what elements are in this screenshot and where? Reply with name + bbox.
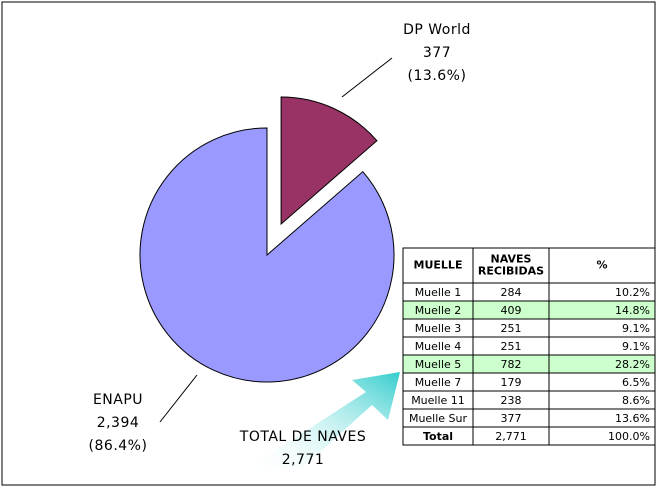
slice-percent: (13.6%) bbox=[408, 68, 467, 84]
slice-value: 377 bbox=[423, 45, 451, 61]
leader-line bbox=[341, 57, 393, 98]
table-row bbox=[402, 426, 656, 446]
cell-text: Muelle Sur bbox=[409, 412, 468, 425]
table: MUELLE NAVES RECIBIDAS % Muelle 1 284 10.2% Mue… bbox=[402, 247, 656, 446]
cell-text: 782 bbox=[501, 358, 522, 371]
cell-text: 2,771 bbox=[495, 430, 527, 443]
cell-text: 6.5% bbox=[622, 376, 650, 389]
cell-text: 8.6% bbox=[622, 394, 650, 407]
cell-text: Muelle 4 bbox=[415, 340, 462, 353]
cell-text: 251 bbox=[501, 322, 522, 335]
slice-name: DP World bbox=[403, 22, 471, 38]
header-text: % bbox=[596, 259, 607, 272]
arrow bbox=[245, 372, 400, 470]
cell-text: Muelle 11 bbox=[411, 394, 465, 407]
cell-text: 238 bbox=[501, 394, 522, 407]
slice-name: ENAPU bbox=[93, 392, 143, 408]
cell-text: Total bbox=[423, 430, 453, 443]
pie-slice bbox=[139, 127, 395, 383]
slice-percent: (86.4%) bbox=[89, 438, 148, 454]
cell-text: 179 bbox=[501, 376, 522, 389]
cell-text: Muelle 7 bbox=[415, 376, 462, 389]
cell-text: Muelle 1 bbox=[415, 286, 462, 299]
cell-text: 13.6% bbox=[615, 412, 650, 425]
header-text: MUELLE bbox=[414, 259, 463, 272]
cell-text: 284 bbox=[501, 286, 522, 299]
cell-text: 409 bbox=[501, 304, 522, 317]
cell-text: Muelle 5 bbox=[415, 358, 462, 371]
cell-text: Muelle 3 bbox=[415, 322, 462, 335]
cell-text: 28.2% bbox=[615, 358, 650, 371]
cell-text: 100.0% bbox=[608, 430, 650, 443]
pie: ENAPU 2,394 (86.4%) DP World 377 (13.6%) bbox=[89, 22, 471, 454]
leader-line bbox=[159, 374, 198, 423]
pie-slice bbox=[280, 96, 378, 226]
annotation-value: 2,771 bbox=[282, 452, 325, 468]
cell-text: 9.1% bbox=[622, 340, 650, 353]
cell-text: 377 bbox=[501, 412, 522, 425]
cell-text: 10.2% bbox=[615, 286, 650, 299]
cell-text: 251 bbox=[501, 340, 522, 353]
cell-text: 9.1% bbox=[622, 322, 650, 335]
cell-text: Muelle 2 bbox=[415, 304, 462, 317]
cell-text: 14.8% bbox=[615, 304, 650, 317]
slice-value: 2,394 bbox=[97, 415, 140, 431]
annotation-text: TOTAL DE NAVES bbox=[239, 429, 366, 445]
header-text: NAVES RECIBIDAS bbox=[478, 253, 544, 278]
